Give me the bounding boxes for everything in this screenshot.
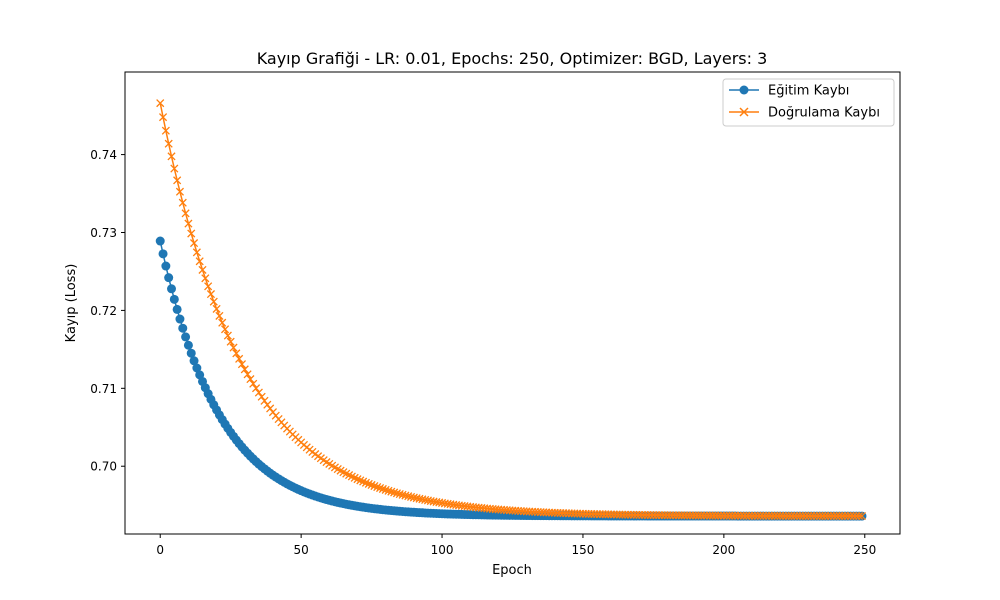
y-tick-label: 0.72 (90, 304, 117, 318)
y-tick-label: 0.70 (90, 460, 117, 474)
data-point (243, 370, 252, 379)
y-tick-label: 0.74 (90, 148, 117, 162)
data-point (857, 511, 867, 521)
data-point (263, 400, 272, 409)
data-point (226, 337, 235, 346)
x-tick-label: 150 (572, 543, 595, 557)
series-validation (156, 99, 867, 521)
x-axis-ticks: 0 50 100 150 200 250 (156, 534, 876, 557)
data-point (198, 265, 207, 274)
data-point (235, 354, 244, 363)
data-point (381, 485, 390, 494)
data-point (169, 294, 179, 304)
data-point (181, 332, 191, 342)
data-point (218, 318, 227, 327)
data-point (172, 304, 182, 314)
data-point (192, 248, 201, 257)
plot-area (155, 99, 867, 521)
x-tick-label: 0 (156, 543, 164, 557)
y-axis-ticks: 0.70 0.71 0.72 0.73 0.74 (90, 148, 125, 474)
data-point (186, 348, 196, 358)
data-point (167, 152, 176, 161)
legend-swatch-validation-marker (739, 107, 749, 117)
data-point (178, 323, 188, 333)
data-point (378, 484, 387, 494)
data-point (373, 483, 382, 492)
data-point (189, 239, 199, 248)
data-point (249, 379, 258, 388)
data-point (257, 392, 266, 401)
data-point (158, 113, 168, 122)
data-point (170, 164, 179, 173)
x-tick-label: 50 (293, 543, 308, 557)
data-point (183, 340, 193, 350)
chart-title: Kayıp Grafiği - LR: 0.01, Epochs: 250, O… (257, 49, 768, 68)
axes-frame (124, 71, 901, 535)
data-point (164, 273, 174, 283)
y-axis-label: Kayıp (Loss) (64, 264, 79, 343)
data-point (175, 314, 185, 324)
data-point (390, 488, 399, 497)
data-point (209, 297, 218, 306)
data-point (384, 486, 393, 495)
data-point (181, 209, 190, 218)
data-point (206, 290, 216, 299)
data-point (260, 396, 269, 405)
legend-swatch-train-marker (739, 85, 749, 95)
y-tick-label: 0.71 (90, 382, 117, 396)
data-point (387, 487, 396, 496)
data-point (178, 198, 187, 207)
x-tick-label: 100 (431, 543, 454, 557)
legend: Eğitim Kaybı Doğrulama Kaybı (722, 78, 895, 127)
data-point (201, 274, 210, 283)
data-point (370, 481, 379, 491)
data-point (161, 126, 170, 135)
x-tick-label: 250 (853, 543, 876, 557)
data-point (240, 365, 249, 374)
data-point (229, 343, 238, 352)
data-point (192, 363, 202, 373)
data-point (175, 187, 185, 196)
data-point (367, 480, 376, 490)
legend-box (722, 78, 895, 127)
data-point (184, 219, 193, 228)
data-point (189, 356, 199, 366)
x-axis-label: Epoch (492, 563, 532, 578)
data-point (158, 249, 168, 259)
data-point (251, 384, 261, 393)
data-point (375, 483, 385, 493)
data-point (223, 331, 232, 340)
data-point (164, 139, 173, 148)
x-tick-label: 200 (712, 543, 735, 557)
data-point (215, 311, 224, 320)
y-tick-label: 0.73 (90, 226, 117, 240)
legend-entry-validation: Doğrulama Kaybı (729, 106, 880, 121)
data-point (232, 349, 241, 358)
data-point (187, 229, 196, 238)
data-point (173, 176, 182, 185)
data-point (254, 388, 263, 397)
legend-entry-train: Eğitim Kaybı (729, 84, 849, 99)
data-point (855, 511, 864, 521)
data-point (237, 360, 247, 369)
data-point (246, 375, 255, 384)
data-point (161, 261, 171, 271)
legend-label-train: Eğitim Kaybı (768, 84, 849, 99)
data-point (167, 284, 176, 294)
data-point (220, 325, 230, 334)
legend-label-validation: Doğrulama Kaybı (768, 106, 880, 121)
data-point (156, 99, 165, 108)
data-point (155, 236, 165, 246)
data-point (195, 257, 204, 266)
data-point (204, 282, 213, 291)
data-point (212, 304, 221, 313)
